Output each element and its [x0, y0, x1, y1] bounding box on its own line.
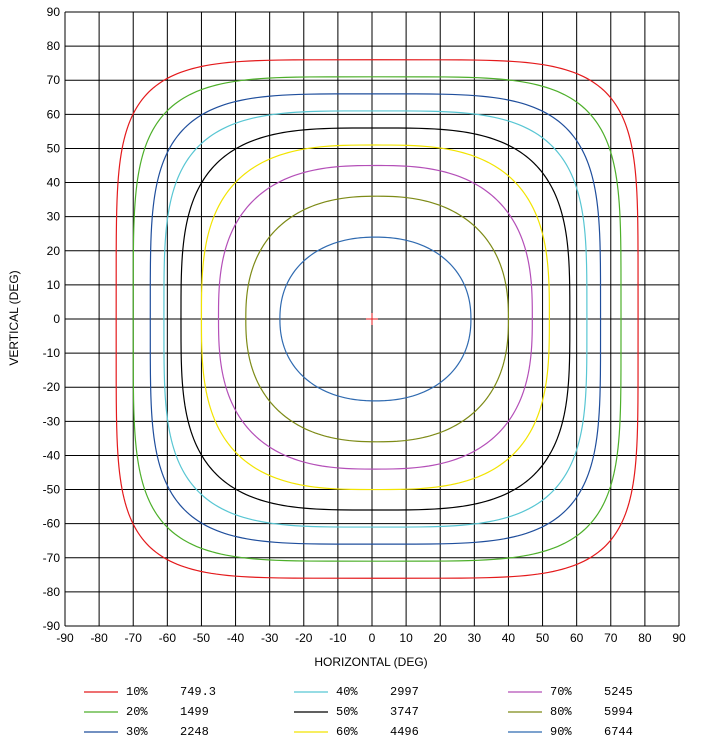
x-tick-label: 90	[672, 631, 686, 645]
legend-value: 6744	[604, 725, 633, 739]
legend-percent: 80%	[550, 705, 572, 719]
y-tick-label: 30	[47, 210, 61, 224]
y-tick-label: -40	[43, 448, 61, 462]
x-tick-label: -40	[227, 631, 245, 645]
y-tick-label: 80	[47, 39, 61, 53]
y-tick-label: 50	[47, 141, 61, 155]
y-tick-label: -90	[43, 619, 61, 633]
y-tick-label: -20	[43, 380, 61, 394]
legend-percent: 50%	[336, 705, 358, 719]
legend-percent: 30%	[126, 725, 148, 739]
legend-percent: 20%	[126, 705, 148, 719]
x-tick-label: 60	[570, 631, 584, 645]
y-tick-label: -60	[43, 517, 61, 531]
x-tick-label: -30	[261, 631, 279, 645]
legend-percent: 70%	[550, 685, 572, 699]
contour-lines	[115, 59, 639, 579]
legend-value: 1499	[180, 705, 209, 719]
legend-value: 749.3	[180, 685, 216, 699]
y-tick-label: 20	[47, 244, 61, 258]
legend-value: 3747	[390, 705, 419, 719]
y-tick-label: -30	[43, 414, 61, 428]
x-tick-label: -70	[125, 631, 143, 645]
x-tick-label: -80	[90, 631, 108, 645]
x-tick-label: 70	[604, 631, 618, 645]
x-tick-label: -10	[329, 631, 347, 645]
contour-10pct	[115, 59, 639, 579]
contour-50pct	[180, 127, 571, 511]
legend-value: 5245	[604, 685, 633, 699]
x-tick-label: 20	[434, 631, 448, 645]
x-tick-label: 0	[369, 631, 376, 645]
legend-percent: 60%	[336, 725, 358, 739]
y-tick-label: 0	[53, 312, 60, 326]
y-tick-label: 70	[47, 73, 61, 87]
contour-70pct	[217, 164, 533, 470]
y-tick-label: 90	[47, 5, 61, 19]
x-tick-label: 80	[638, 631, 652, 645]
x-axis-title: HORIZONTAL (DEG)	[314, 655, 427, 669]
legend-percent: 90%	[550, 725, 572, 739]
legend-value: 5994	[604, 705, 633, 719]
legend-percent: 40%	[336, 685, 358, 699]
y-tick-label: 60	[47, 107, 61, 121]
legend-value: 2997	[390, 685, 419, 699]
x-tick-label: 10	[399, 631, 413, 645]
x-tick-label: -50	[193, 631, 211, 645]
y-tick-label: 10	[47, 278, 61, 292]
x-tick-label: 40	[502, 631, 516, 645]
contour-80pct	[245, 195, 510, 443]
contour-30pct	[149, 93, 602, 545]
x-tick-label: -90	[56, 631, 74, 645]
center-marker	[366, 313, 378, 325]
y-tick-label: -50	[43, 483, 61, 497]
y-tick-label: -10	[43, 346, 61, 360]
contour-40pct	[163, 110, 588, 528]
legend-percent: 10%	[126, 685, 148, 699]
x-tick-label: -20	[295, 631, 313, 645]
contour-90pct	[279, 236, 472, 402]
y-axis-title: VERTICAL (DEG)	[7, 270, 21, 365]
legend-value: 4496	[390, 725, 419, 739]
x-tick-label: 30	[468, 631, 482, 645]
contour-60pct	[200, 144, 550, 491]
tick-labels: -90 -80 -70 -60 -50 -40 -30 -20 -10 0 10 20 30 40 50 60…	[43, 5, 686, 645]
x-tick-label: 50	[536, 631, 550, 645]
x-tick-label: -60	[159, 631, 177, 645]
contour-20pct	[132, 76, 622, 562]
y-tick-label: -80	[43, 585, 61, 599]
legend: 10% 749.3 20% 1499 30% 2248 40% 2997 50% 3747 60% 4…	[84, 685, 633, 739]
legend-value: 2248	[180, 725, 209, 739]
y-tick-label: 40	[47, 176, 61, 190]
y-tick-label: -70	[43, 551, 61, 565]
